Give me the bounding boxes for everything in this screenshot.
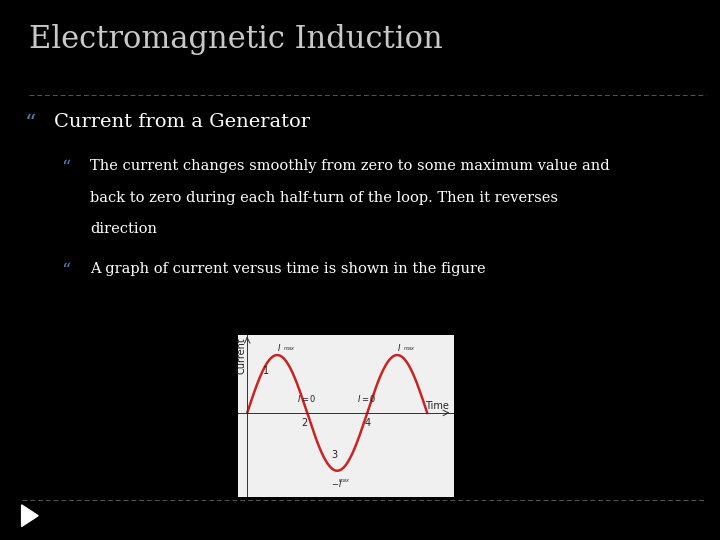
Text: direction: direction xyxy=(90,222,157,236)
Text: 3: 3 xyxy=(332,450,338,460)
Text: $-I$: $-I$ xyxy=(330,478,342,489)
Text: $I$: $I$ xyxy=(276,342,281,353)
Text: “: “ xyxy=(25,113,37,136)
Text: Electromagnetic Induction: Electromagnetic Induction xyxy=(29,24,443,55)
Polygon shape xyxy=(22,505,38,526)
Text: $_{max}$: $_{max}$ xyxy=(338,478,351,485)
Text: A graph of current versus time is shown in the figure: A graph of current versus time is shown … xyxy=(90,262,485,276)
Text: $_{max}$: $_{max}$ xyxy=(283,346,295,353)
Text: 2: 2 xyxy=(302,418,308,428)
Text: 4: 4 xyxy=(364,418,370,428)
Text: $I = 0$: $I = 0$ xyxy=(297,393,317,403)
Text: The current changes smoothly from zero to some maximum value and: The current changes smoothly from zero t… xyxy=(90,159,610,173)
Text: “: “ xyxy=(61,262,71,280)
Text: Time: Time xyxy=(425,401,449,410)
Text: $I$: $I$ xyxy=(397,342,401,353)
Text: 1: 1 xyxy=(264,366,269,376)
Text: $I = 0$: $I = 0$ xyxy=(358,393,377,403)
Text: $_{max}$: $_{max}$ xyxy=(402,346,415,353)
Text: Current: Current xyxy=(236,338,246,374)
Text: back to zero during each half-turn of the loop. Then it reverses: back to zero during each half-turn of th… xyxy=(90,191,558,205)
Text: “: “ xyxy=(61,159,71,177)
Text: Current from a Generator: Current from a Generator xyxy=(54,113,310,131)
